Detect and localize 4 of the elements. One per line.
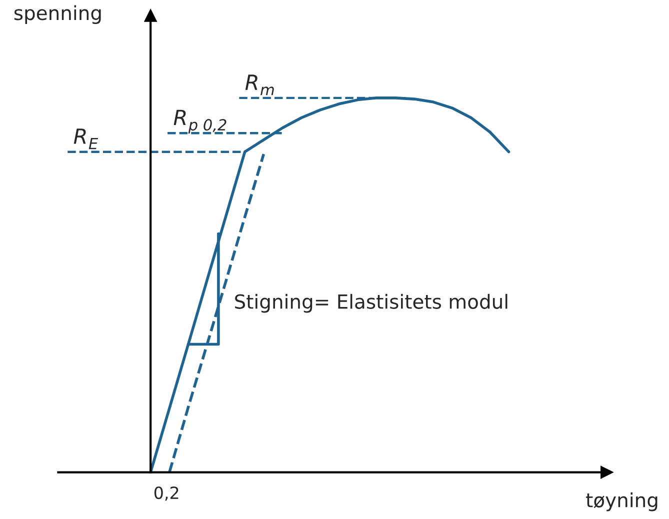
annotation: Stigning= Elastisitets modul [235, 294, 508, 313]
text: 0,2 [154, 486, 178, 501]
y-axis-title: spenning [14, 5, 101, 24]
x-axis-title: tøyning [586, 492, 658, 512]
